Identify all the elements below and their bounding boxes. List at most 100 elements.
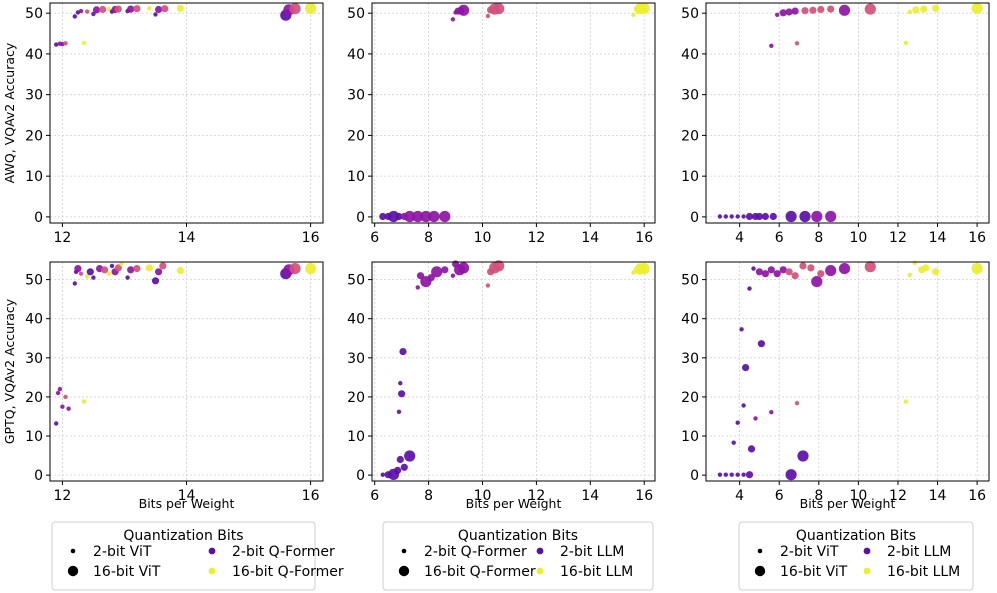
data-point — [735, 472, 740, 477]
y-tick-label: 50 — [681, 273, 699, 289]
data-point — [396, 455, 404, 464]
legend-entry-label: 16-bit LLM — [887, 564, 960, 580]
data-point — [723, 214, 728, 219]
data-point — [757, 340, 766, 348]
data-point — [66, 406, 71, 411]
legend-frame — [738, 521, 974, 591]
data-point — [78, 8, 84, 14]
x-axis-label: Bits per Weight — [466, 496, 562, 511]
data-point — [811, 276, 823, 288]
data-point — [903, 40, 909, 46]
y-tick-label: 10 — [347, 169, 365, 185]
data-point — [54, 421, 59, 426]
data-point — [60, 404, 65, 409]
y-tick-label: 30 — [347, 351, 365, 367]
data-point — [398, 381, 403, 386]
data-point — [431, 266, 443, 278]
data-point — [305, 2, 317, 14]
data-point — [155, 268, 163, 276]
data-point — [912, 6, 920, 14]
data-point — [838, 4, 851, 16]
data-point — [631, 12, 636, 17]
data-point — [827, 5, 835, 13]
data-point — [745, 212, 754, 221]
data-point — [755, 268, 764, 276]
data-point — [91, 275, 96, 280]
x-tick-label: 12 — [527, 230, 545, 246]
data-point — [769, 410, 774, 415]
data-point — [825, 265, 837, 277]
data-point — [794, 401, 800, 406]
x-tick-label: 6 — [775, 230, 784, 246]
data-point — [801, 7, 809, 15]
data-point — [742, 364, 750, 372]
data-point — [747, 286, 752, 291]
data-point — [809, 6, 817, 14]
legend-marker — [70, 548, 76, 554]
data-point — [729, 214, 734, 219]
x-tick-label: 4 — [735, 488, 744, 504]
data-point — [91, 11, 96, 17]
data-point — [176, 267, 184, 275]
panel-r0-c1: 6 8 10 12 14 16 0 10 20 30 40 50 — [347, 2, 656, 246]
data-point — [57, 386, 63, 392]
y-tick-label: 10 — [25, 169, 43, 185]
x-tick-label: 16 — [302, 230, 320, 246]
data-point — [723, 472, 728, 477]
x-tick-label: 14 — [581, 488, 599, 504]
legend-frame — [382, 521, 654, 591]
data-point — [153, 12, 158, 17]
data-point — [753, 416, 758, 421]
plot-frame — [705, 2, 990, 224]
data-point — [305, 263, 317, 275]
data-point — [127, 266, 135, 274]
x-axis-label: Bits per Weight — [800, 496, 896, 511]
panel-r0-c0: 12 14 16 0 10 20 30 40 50 AWQ, VQAv2 Accuracy — [2, 2, 324, 246]
legend-entry-label: 2-bit ViT — [780, 544, 839, 560]
data-point — [81, 399, 87, 404]
data-point — [63, 41, 68, 46]
data-point — [388, 210, 400, 223]
y-tick-label: 0 — [34, 210, 43, 226]
legend-entry-label: 2-bit Q-Former — [232, 544, 335, 560]
x-tick-label: 12 — [53, 230, 71, 246]
y-tick-label: 50 — [347, 6, 365, 22]
y-tick-label: 40 — [347, 47, 365, 63]
data-point — [741, 214, 746, 219]
y-tick-label: 10 — [681, 429, 699, 445]
panel-r0-c2: 4 6 8 10 12 14 16 0 10 20 30 40 50 — [681, 2, 990, 246]
data-point — [745, 471, 754, 479]
data-point — [799, 210, 811, 223]
legend-entry-label: 16-bit ViT — [780, 564, 848, 580]
legend-marker — [754, 565, 766, 577]
data-point — [55, 390, 61, 396]
data-point — [114, 264, 122, 272]
data-point — [485, 13, 491, 19]
legend-entry-label: 16-bit Q-Former — [232, 564, 344, 580]
data-point — [85, 9, 90, 14]
data-point — [971, 2, 983, 14]
legend-entry-label: 16-bit LLM — [560, 564, 633, 580]
data-point — [85, 274, 90, 279]
y-axis-label: AWQ, VQAv2 Accuracy — [2, 42, 17, 183]
y-tick-label: 40 — [347, 312, 365, 328]
x-tick-label: 8 — [424, 488, 433, 504]
data-point — [92, 6, 101, 14]
data-point — [794, 41, 800, 46]
x-axis-label: Bits per Weight — [139, 496, 235, 511]
y-tick-label: 10 — [347, 429, 365, 445]
data-point — [761, 270, 770, 278]
data-point — [799, 262, 807, 270]
data-point — [81, 40, 87, 46]
legend-marker — [67, 565, 79, 577]
data-point — [125, 275, 130, 280]
data-point — [99, 5, 107, 14]
legend-marker — [863, 567, 871, 575]
x-tick-label: 10 — [849, 488, 867, 504]
data-point — [838, 263, 851, 275]
data-point — [404, 210, 416, 223]
x-tick-label: 6 — [370, 230, 379, 246]
data-point — [289, 263, 301, 275]
data-point — [109, 263, 115, 269]
data-point — [72, 14, 78, 19]
